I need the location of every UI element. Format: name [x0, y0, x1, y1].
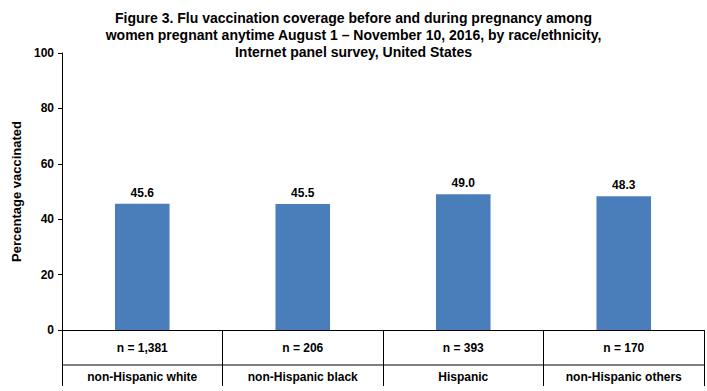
svg-text:100: 100	[34, 46, 54, 60]
svg-text:20: 20	[41, 268, 55, 282]
svg-text:Internet panel survey, United: Internet panel survey, United States	[235, 44, 472, 60]
svg-text:n = 206: n = 206	[282, 341, 323, 355]
svg-text:45.5: 45.5	[291, 186, 315, 200]
svg-text:49.0: 49.0	[452, 176, 476, 190]
svg-text:n = 170: n = 170	[603, 341, 644, 355]
svg-text:0: 0	[47, 323, 54, 337]
svg-text:Figure 3. Flu vaccination cove: Figure 3. Flu vaccination coverage befor…	[115, 10, 592, 26]
svg-text:n = 1,381: n = 1,381	[117, 341, 168, 355]
svg-text:women pregnant anytime August: women pregnant anytime August 1 – Novemb…	[105, 27, 602, 43]
svg-text:n = 393: n = 393	[443, 341, 484, 355]
svg-text:40: 40	[41, 212, 55, 226]
svg-text:non-Hispanic others: non-Hispanic others	[566, 370, 682, 384]
svg-text:Percentage vaccinated: Percentage vaccinated	[9, 121, 24, 262]
svg-text:Hispanic: Hispanic	[438, 370, 488, 384]
svg-text:non-Hispanic white: non-Hispanic white	[87, 370, 197, 384]
svg-text:45.6: 45.6	[131, 186, 155, 200]
svg-text:80: 80	[41, 101, 55, 115]
svg-text:60: 60	[41, 157, 55, 171]
svg-text:48.3: 48.3	[612, 178, 636, 192]
svg-text:non-Hispanic black: non-Hispanic black	[248, 370, 358, 384]
